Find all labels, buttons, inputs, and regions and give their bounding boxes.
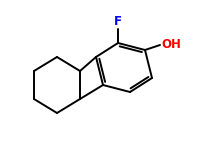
- Text: OH: OH: [161, 39, 181, 52]
- Text: F: F: [114, 15, 122, 28]
